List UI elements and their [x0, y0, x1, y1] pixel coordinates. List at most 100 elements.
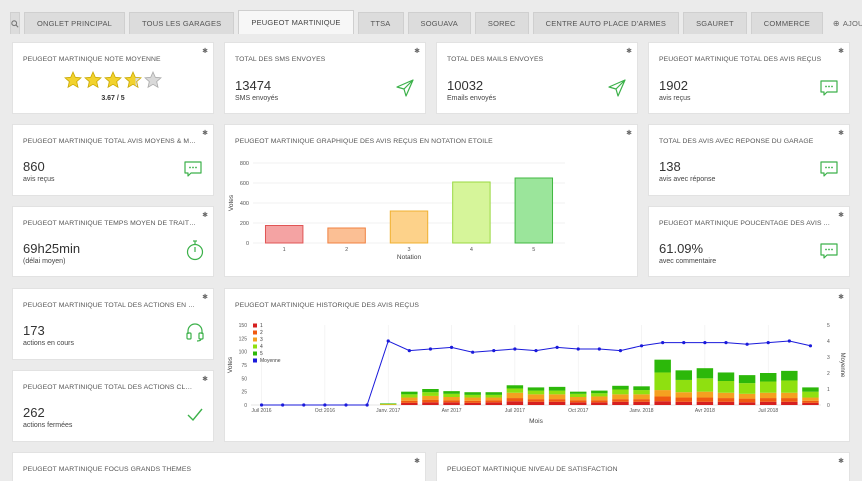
bar-segment-4 [527, 390, 545, 395]
stat-label: SMS envoyés [235, 95, 279, 102]
y2-tick-label: 1 [827, 387, 830, 393]
card-title: Peugeot Martinique niveau de satisfactio… [447, 466, 618, 473]
gear-icon[interactable]: ✱ [414, 458, 420, 465]
bar-segment-2 [675, 397, 693, 402]
gear-icon[interactable]: ✱ [202, 130, 208, 137]
gear-icon[interactable]: ✱ [838, 130, 844, 137]
bar-segment-3 [422, 395, 439, 400]
bar-segment-2 [696, 397, 714, 402]
bar-segment-4 [633, 390, 650, 395]
y2-tick-label: 4 [827, 339, 830, 345]
notation-bar-chart: 0 200 400 600 800 1 2 3 4 5 Notation Votes [228, 161, 565, 261]
x-tick-label: Juil 2017 [505, 408, 525, 414]
bar-segment-1 [759, 401, 777, 405]
bar-segment-4 [506, 388, 524, 393]
bar-segment-3 [738, 393, 756, 399]
bar-segment-2 [738, 398, 756, 403]
card-focus-themes: Peugeot Martinique focus grands thèmes ✱ [12, 452, 426, 481]
bar-segment-4 [781, 380, 798, 393]
bar-segment-5 [485, 392, 503, 395]
x-tick-label: Avr 2018 [695, 408, 715, 414]
bar-segment-1 [485, 402, 503, 405]
tab-soguava[interactable]: Soguava [407, 12, 471, 34]
y-tick-label: 150 [239, 323, 248, 329]
gear-icon[interactable]: ✱ [838, 212, 844, 219]
x-tick-label: Avr 2017 [442, 408, 462, 414]
headset-icon [186, 323, 204, 342]
tab-onglet-principal[interactable]: Onglet principal [24, 12, 126, 34]
send-icon [396, 79, 414, 97]
bar-segment-5 [654, 359, 671, 373]
search-tab[interactable] [10, 12, 20, 34]
bar-segment-3 [612, 394, 629, 400]
x-tick-label: 1 [283, 247, 286, 253]
bar-4 [452, 181, 491, 244]
gear-icon[interactable]: ✱ [838, 48, 844, 55]
star-rating [13, 71, 213, 89]
card-sms: Total des SMS envoyés ✱ 13474 SMS envoyé… [224, 42, 426, 114]
moyenne-point [808, 344, 813, 348]
star-icon [104, 71, 122, 89]
x-tick-label: 4 [470, 247, 473, 253]
card-temps-moyen: Peugeot Martinique temps moyen de traite… [12, 206, 214, 277]
stat-label: avis reçus [23, 176, 55, 183]
stopwatch-icon [186, 240, 204, 261]
bar-segment-5 [781, 370, 798, 381]
bar-1 [264, 225, 304, 244]
x-tick-label: 2 [345, 247, 348, 253]
tab-ttsa[interactable]: TTSA [357, 12, 404, 34]
tab-commerce[interactable]: Commerce [750, 12, 823, 34]
bar-segment-2 [548, 399, 566, 402]
card-title: Peugeot Martinique note moyenne [23, 56, 161, 63]
y2-tick-label: 2 [827, 371, 830, 377]
gear-icon[interactable]: ✱ [202, 376, 208, 383]
bar-segment-3 [548, 394, 566, 400]
bar-segment-1 [717, 401, 735, 405]
stat-value: 1902 [659, 78, 688, 93]
card-title: Peugeot Martinique total avis moyens & m… [23, 138, 197, 145]
gear-icon[interactable]: ✱ [202, 294, 208, 301]
card-bar-chart: Peugeot Martinique graphique des avis re… [224, 124, 638, 277]
gear-icon[interactable]: ✱ [838, 294, 844, 301]
legend-swatch-2 [253, 330, 257, 335]
y-tick-label: 0 [244, 403, 247, 409]
bar-segment-1 [696, 401, 714, 405]
add-tab-label: Ajouter [842, 18, 862, 28]
tab-tous-les-garages[interactable]: Tous les garages [129, 12, 235, 34]
tab-sgauret[interactable]: SGauret [683, 12, 747, 34]
bar-segment-3 [527, 394, 545, 400]
gear-icon[interactable]: ✱ [838, 458, 844, 465]
y-tick-label: 100 [239, 350, 248, 356]
card-title: Peugeot Martinique total des actions en … [23, 302, 197, 309]
stat-value: 860 [23, 159, 45, 174]
bar-segment-5 [696, 368, 714, 379]
bar-segment-5 [738, 375, 756, 384]
moyenne-point [618, 349, 623, 353]
card-title: Peugeot Martinique historique des avis r… [235, 302, 420, 309]
tab-sorec[interactable]: Sorec [474, 12, 529, 34]
tab-centre-auto[interactable]: Centre Auto Place d'Armes [532, 12, 680, 34]
tab-peugeot-martinique[interactable]: Peugeot Martinique [238, 10, 354, 34]
bar-segment-3 [802, 397, 819, 401]
moyenne-point [555, 345, 559, 349]
stat-label: actions fermées [23, 422, 73, 429]
card-pourcentage: Peugeot Martinique poucentage des avis a… [648, 206, 850, 277]
card-avis-total: Peugeot Martinique total des avis reçus … [648, 42, 850, 114]
moyenne-point [661, 341, 665, 345]
bar-segment-1 [591, 402, 608, 405]
gear-icon[interactable]: ✱ [202, 212, 208, 219]
gear-icon[interactable]: ✱ [414, 48, 420, 55]
bar-segment-1 [548, 401, 566, 405]
bar-segment-1 [738, 402, 756, 405]
card-mails: Total des mails envoyés ✱ 10032 Emails e… [436, 42, 638, 114]
card-title: Peugeot Martinique poucentage des avis a… [659, 220, 833, 227]
add-tab-button[interactable]: ⊕ Ajouter [827, 12, 862, 34]
bar-segment-4 [696, 378, 714, 392]
gear-icon[interactable]: ✱ [626, 48, 632, 55]
gear-icon[interactable]: ✱ [626, 130, 632, 137]
stat-label: actions en cours [23, 340, 74, 347]
moyenne-point [639, 344, 644, 348]
stat-value: 138 [659, 159, 681, 174]
bar-segment-1 [443, 402, 460, 405]
gear-icon[interactable]: ✱ [202, 48, 208, 55]
